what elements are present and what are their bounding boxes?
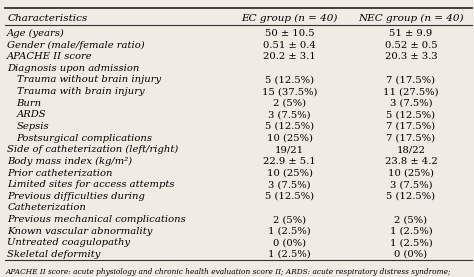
Text: 5 (12.5%): 5 (12.5%) [386, 192, 436, 201]
Text: 2 (5%): 2 (5%) [394, 215, 428, 224]
Text: 19/21: 19/21 [275, 145, 304, 154]
Text: 1 (2.5%): 1 (2.5%) [390, 238, 432, 247]
Text: Trauma with brain injury: Trauma with brain injury [17, 87, 144, 96]
Text: Catheterization: Catheterization [7, 203, 86, 212]
Text: 11 (27.5%): 11 (27.5%) [383, 87, 439, 96]
Text: 23.8 ± 4.2: 23.8 ± 4.2 [384, 157, 438, 166]
Text: 10 (25%): 10 (25%) [266, 168, 312, 178]
Text: EC group (n = 40): EC group (n = 40) [241, 14, 338, 23]
Text: 1 (2.5%): 1 (2.5%) [268, 227, 311, 236]
Text: Postsurgical complications: Postsurgical complications [17, 134, 153, 143]
Text: 2 (5%): 2 (5%) [273, 99, 306, 108]
Text: 3 (7.5%): 3 (7.5%) [268, 180, 311, 189]
Text: Previous mechanical complications: Previous mechanical complications [7, 215, 186, 224]
Text: 20.2 ± 3.1: 20.2 ± 3.1 [263, 52, 316, 61]
Text: 3 (7.5%): 3 (7.5%) [268, 110, 311, 119]
Text: 1 (2.5%): 1 (2.5%) [390, 227, 432, 236]
Text: 0.51 ± 0.4: 0.51 ± 0.4 [263, 40, 316, 50]
Text: 0 (0%): 0 (0%) [394, 250, 428, 259]
Text: Characteristics: Characteristics [7, 14, 87, 23]
Text: 20.3 ± 3.3: 20.3 ± 3.3 [384, 52, 437, 61]
Text: 5 (12.5%): 5 (12.5%) [386, 110, 436, 119]
Text: Trauma without brain injury: Trauma without brain injury [17, 75, 161, 84]
Text: 18/22: 18/22 [396, 145, 426, 154]
Text: 1 (2.5%): 1 (2.5%) [268, 250, 311, 259]
Text: Known vascular abnormality: Known vascular abnormality [7, 227, 153, 236]
Text: 0.52 ± 0.5: 0.52 ± 0.5 [384, 40, 437, 50]
Text: Prior catheterization: Prior catheterization [7, 168, 113, 178]
Text: 2 (5%): 2 (5%) [273, 215, 306, 224]
Text: Body mass index (kg/m²): Body mass index (kg/m²) [7, 157, 132, 166]
Text: 7 (17.5%): 7 (17.5%) [386, 134, 436, 143]
Text: 5 (12.5%): 5 (12.5%) [265, 122, 314, 131]
Text: Gender (male/female ratio): Gender (male/female ratio) [7, 40, 145, 50]
Text: ARDS: ARDS [17, 110, 46, 119]
Text: Limited sites for access attempts: Limited sites for access attempts [7, 180, 174, 189]
Text: Burn: Burn [17, 99, 42, 108]
Text: 10 (25%): 10 (25%) [266, 134, 312, 143]
Text: Side of catheterization (left/right): Side of catheterization (left/right) [7, 145, 178, 154]
Text: 51 ± 9.9: 51 ± 9.9 [389, 29, 433, 38]
Text: 3 (7.5%): 3 (7.5%) [390, 99, 432, 108]
Text: APACHE II score: APACHE II score [7, 52, 93, 61]
Text: 3 (7.5%): 3 (7.5%) [390, 180, 432, 189]
Text: 50 ± 10.5: 50 ± 10.5 [265, 29, 314, 38]
Text: Skeletal deformity: Skeletal deformity [7, 250, 100, 259]
Text: 22.9 ± 5.1: 22.9 ± 5.1 [263, 157, 316, 166]
Text: APACHE II score: acute physiology and chronic health evaluation score II; ARDS: : APACHE II score: acute physiology and ch… [6, 268, 451, 276]
Text: 7 (17.5%): 7 (17.5%) [386, 75, 436, 84]
Text: NEC group (n = 40): NEC group (n = 40) [358, 14, 464, 23]
Text: Previous difficulties during: Previous difficulties during [7, 192, 145, 201]
Text: Sepsis: Sepsis [17, 122, 49, 131]
Text: 10 (25%): 10 (25%) [388, 168, 434, 178]
Text: 5 (12.5%): 5 (12.5%) [265, 192, 314, 201]
Text: 7 (17.5%): 7 (17.5%) [386, 122, 436, 131]
Text: Untreated coagulopathy: Untreated coagulopathy [7, 238, 130, 247]
Text: Diagnosis upon admission: Diagnosis upon admission [7, 64, 139, 73]
Text: 15 (37.5%): 15 (37.5%) [262, 87, 317, 96]
Text: 0 (0%): 0 (0%) [273, 238, 306, 247]
Text: Age (years): Age (years) [7, 29, 65, 38]
Text: 5 (12.5%): 5 (12.5%) [265, 75, 314, 84]
